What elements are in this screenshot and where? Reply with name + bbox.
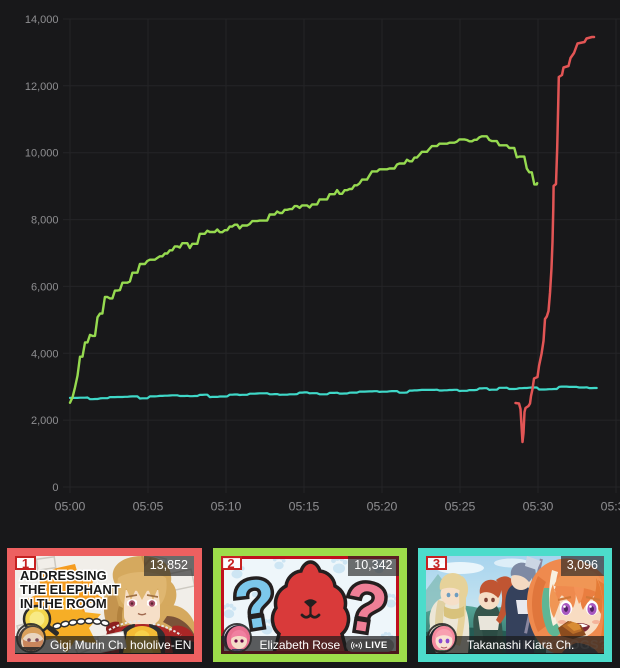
svg-text:ADDRESSING: ADDRESSING — [20, 568, 107, 583]
svg-text:4,000: 4,000 — [31, 348, 59, 360]
svg-text:05:10: 05:10 — [211, 500, 242, 514]
svg-text:IN THE ROOM: IN THE ROOM — [20, 596, 107, 611]
svg-text:05:35: 05:35 — [601, 500, 620, 514]
svg-text:2,000: 2,000 — [31, 415, 59, 427]
svg-text:05:20: 05:20 — [367, 500, 398, 514]
svg-text:05:15: 05:15 — [289, 500, 320, 514]
svg-text:6,000: 6,000 — [31, 281, 59, 293]
svg-text:05:05: 05:05 — [133, 500, 164, 514]
svg-text:05:30: 05:30 — [523, 500, 554, 514]
svg-text:10,000: 10,000 — [25, 148, 59, 160]
svg-text:THE ELEPHANT: THE ELEPHANT — [20, 582, 120, 597]
svg-text:05:25: 05:25 — [445, 500, 476, 514]
svg-text:14,000: 14,000 — [25, 14, 59, 26]
svg-text:0: 0 — [52, 482, 58, 494]
svg-text:8,000: 8,000 — [31, 215, 59, 227]
svg-text:12,000: 12,000 — [25, 81, 59, 93]
svg-text:05:00: 05:00 — [55, 500, 86, 514]
